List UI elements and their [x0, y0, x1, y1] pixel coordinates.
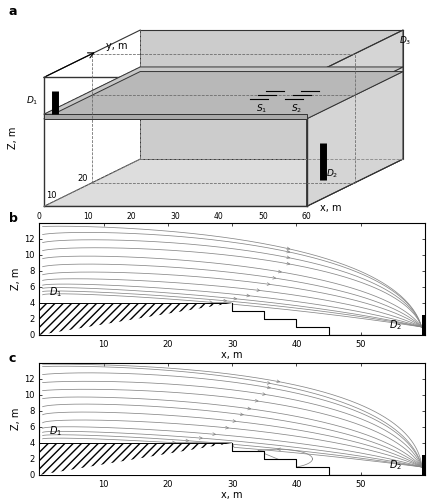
Polygon shape [39, 443, 425, 475]
Text: $S_2$: $S_2$ [291, 102, 302, 115]
Text: a: a [9, 5, 17, 18]
Text: x, m: x, m [320, 202, 341, 212]
Text: $D_1$: $D_1$ [26, 94, 38, 106]
Text: $D_2$: $D_2$ [326, 168, 339, 180]
Polygon shape [44, 159, 403, 206]
Y-axis label: Z, m: Z, m [11, 268, 21, 290]
Text: 60: 60 [302, 212, 311, 222]
Polygon shape [39, 303, 425, 335]
X-axis label: x, m: x, m [221, 350, 243, 360]
Bar [422, 455, 428, 475]
Polygon shape [307, 30, 403, 206]
Text: 30: 30 [170, 212, 180, 222]
Text: 10: 10 [46, 191, 57, 200]
Text: Z, m: Z, m [8, 126, 18, 149]
Text: c: c [9, 352, 16, 366]
Text: $S_1$: $S_1$ [256, 102, 268, 115]
Text: 50: 50 [258, 212, 268, 222]
Bar [34, 287, 39, 299]
Text: $D_1$: $D_1$ [49, 286, 62, 300]
Text: 20: 20 [127, 212, 136, 222]
Bar [422, 315, 428, 335]
Text: 0: 0 [37, 212, 42, 222]
Polygon shape [44, 72, 403, 119]
Text: $D_3$: $D_3$ [399, 34, 411, 47]
Text: $D_2$: $D_2$ [389, 318, 403, 332]
Y-axis label: Z, m: Z, m [11, 408, 21, 430]
Text: 40: 40 [214, 212, 224, 222]
Polygon shape [39, 443, 232, 475]
Text: $D_1$: $D_1$ [49, 424, 62, 438]
Text: 20: 20 [77, 174, 88, 182]
Polygon shape [44, 114, 307, 119]
Polygon shape [44, 67, 403, 114]
Text: 10: 10 [83, 212, 92, 222]
Text: b: b [9, 212, 18, 226]
Polygon shape [39, 303, 232, 335]
X-axis label: x, m: x, m [221, 490, 243, 500]
Text: y, m: y, m [106, 41, 127, 51]
Text: $D_2$: $D_2$ [389, 458, 403, 472]
Bar [34, 427, 39, 439]
Polygon shape [140, 30, 403, 159]
